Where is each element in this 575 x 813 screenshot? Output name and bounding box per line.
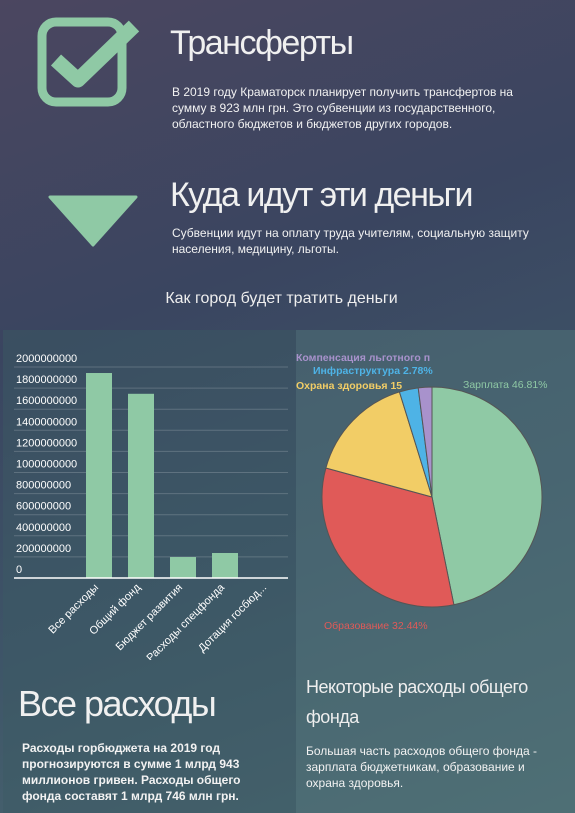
y-tick-label: 1800000000 <box>16 374 77 386</box>
triangle-icon <box>48 195 138 247</box>
pie-chart: Зарплата 46.81% Образование 32.44% Охрана … <box>296 352 548 632</box>
y-tick-label: 600000000 <box>16 501 71 513</box>
y-tick-label: 400000000 <box>16 522 71 534</box>
footer-title: Некоторые расходы общего фонда <box>306 677 528 727</box>
pie-slice <box>325 391 433 498</box>
footer-title: Все расходы <box>18 683 217 724</box>
y-tick-label: 0 <box>16 564 22 576</box>
paragraph: Большая часть расходов общего фонда - за… <box>306 744 537 790</box>
title: Трансферты <box>170 24 354 62</box>
data-label: Зарплата 46.81% <box>463 379 548 391</box>
y-tick-label: 1200000000 <box>16 437 77 449</box>
y-tick-label: 1600000000 <box>16 395 77 407</box>
data-label: Образование 32.44% <box>324 620 428 632</box>
bar <box>86 373 112 578</box>
paragraph: Расходы горбюджета на 2019 год прогнозир… <box>22 741 241 803</box>
y-tick-label: 800000000 <box>16 480 71 492</box>
y-tick-label: 1400000000 <box>16 416 77 428</box>
bar-chart: 0 200000000 400000000 600000000 800000000 100… <box>14 353 288 660</box>
section-title: Куда идут эти деньги <box>170 176 473 214</box>
data-label: Компенсация льготного п <box>296 352 430 364</box>
y-tick-label: 200000000 <box>16 543 71 555</box>
bar <box>170 557 196 578</box>
subtitle: Как город будет тратить деньги <box>165 290 398 307</box>
check-icon <box>37 17 140 107</box>
y-tick-label: 1000000000 <box>16 459 77 471</box>
pie-slice <box>417 386 433 498</box>
bar <box>128 393 154 578</box>
pie-slice <box>431 386 543 606</box>
data-label: Инфраструктура 2.78% <box>313 365 433 377</box>
paragraph: В 2019 году Краматорск планирует получит… <box>172 85 513 131</box>
bar <box>212 552 238 578</box>
pie-slice <box>321 467 455 608</box>
x-tick-label: Расходы спецфонда <box>144 581 227 660</box>
paragraph: Субвенции идут на оплату труда учителям,… <box>172 226 529 256</box>
data-label: Охрана здоровья 15 <box>296 380 402 392</box>
y-tick-label: 2000000000 <box>16 353 77 365</box>
